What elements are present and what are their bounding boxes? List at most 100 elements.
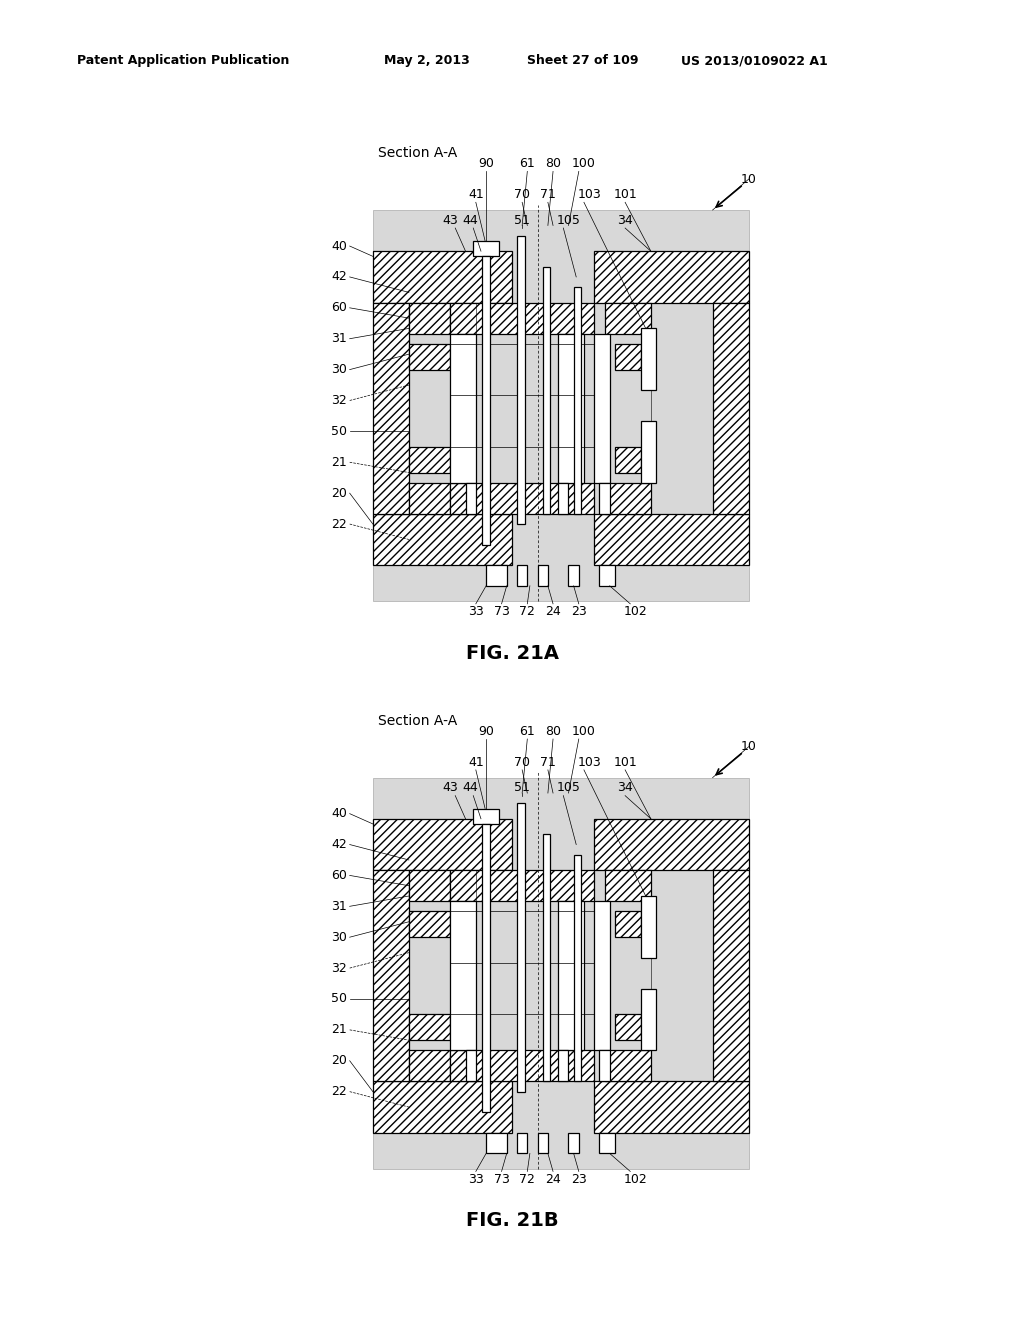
Bar (451, 870, 594, 902)
Text: 31: 31 (332, 333, 347, 346)
Bar (409, 345, 451, 370)
Bar (517, 804, 524, 1092)
Bar (517, 236, 524, 524)
Bar (614, 911, 641, 937)
Bar (604, 1051, 651, 1081)
Bar (451, 334, 476, 483)
Text: 70: 70 (514, 187, 530, 201)
Text: 40: 40 (331, 239, 347, 252)
Bar (604, 870, 651, 902)
Bar (451, 870, 594, 902)
Bar (594, 513, 749, 565)
Bar (594, 818, 749, 870)
Bar (568, 1133, 579, 1154)
Bar (604, 302, 651, 334)
Text: May 2, 2013: May 2, 2013 (384, 54, 470, 67)
Text: 105: 105 (557, 781, 581, 795)
Bar (594, 334, 609, 483)
Bar (409, 870, 451, 902)
Bar (599, 1133, 614, 1154)
Bar (373, 302, 409, 513)
Text: 21: 21 (332, 455, 347, 469)
Text: 41: 41 (468, 755, 483, 768)
Text: 22: 22 (332, 1085, 347, 1098)
Bar (614, 1014, 641, 1040)
Bar (599, 483, 609, 513)
Text: 61: 61 (519, 157, 536, 170)
Text: 31: 31 (332, 900, 347, 913)
Bar (409, 446, 451, 473)
Bar (599, 1051, 609, 1081)
Bar (482, 256, 490, 545)
Bar (373, 1081, 512, 1133)
Text: 24: 24 (545, 605, 561, 618)
Bar (594, 513, 749, 565)
Bar (451, 1051, 594, 1081)
Text: 10: 10 (740, 741, 757, 754)
Text: 50: 50 (331, 425, 347, 438)
Bar (373, 251, 512, 302)
Bar (517, 1133, 527, 1154)
Text: 80: 80 (545, 157, 561, 170)
Bar (713, 302, 749, 513)
Text: 42: 42 (332, 838, 347, 851)
Text: 23: 23 (571, 605, 587, 618)
Text: 30: 30 (331, 363, 347, 376)
Bar (451, 902, 476, 1051)
Bar (409, 302, 451, 334)
Bar (614, 345, 641, 370)
Bar (604, 1051, 651, 1081)
Text: 51: 51 (514, 781, 530, 795)
Bar (486, 1133, 507, 1154)
Text: 73: 73 (494, 1172, 510, 1185)
Text: FIG. 21A: FIG. 21A (466, 644, 558, 663)
Text: 73: 73 (494, 605, 510, 618)
Bar (558, 1051, 568, 1081)
Bar (594, 1081, 749, 1133)
Bar (713, 302, 749, 513)
Bar (594, 251, 749, 302)
Text: 102: 102 (624, 1172, 647, 1185)
Text: 80: 80 (545, 725, 561, 738)
Text: FIG. 21B: FIG. 21B (466, 1212, 558, 1230)
Text: 72: 72 (519, 605, 536, 618)
Bar (538, 565, 548, 586)
Bar (451, 483, 594, 513)
Text: 50: 50 (331, 993, 347, 1006)
Bar (558, 334, 584, 483)
Text: 100: 100 (572, 725, 596, 738)
Text: 61: 61 (519, 725, 536, 738)
Text: 43: 43 (442, 214, 458, 227)
Text: 60: 60 (331, 869, 347, 882)
Bar (641, 989, 656, 1051)
Text: 71: 71 (540, 755, 556, 768)
Text: 40: 40 (331, 807, 347, 820)
Text: 10: 10 (740, 173, 757, 186)
Bar (373, 251, 512, 302)
Bar (473, 808, 499, 824)
Text: 100: 100 (572, 157, 596, 170)
Bar (409, 345, 451, 370)
Bar (409, 911, 451, 937)
Text: 22: 22 (332, 517, 347, 531)
Bar (451, 1051, 594, 1081)
Bar (451, 302, 594, 334)
Bar (594, 902, 609, 1051)
Text: 44: 44 (463, 781, 478, 795)
Text: 33: 33 (468, 605, 483, 618)
Bar (486, 565, 507, 586)
Bar (543, 267, 551, 513)
Bar (594, 818, 749, 870)
Text: 24: 24 (545, 1172, 561, 1185)
Bar (614, 446, 641, 473)
Text: 32: 32 (332, 961, 347, 974)
Text: 101: 101 (613, 755, 637, 768)
Text: 44: 44 (463, 214, 478, 227)
Bar (373, 1081, 512, 1133)
Bar (409, 446, 451, 473)
Bar (409, 911, 451, 937)
Text: 33: 33 (468, 1172, 483, 1185)
Text: 21: 21 (332, 1023, 347, 1036)
Bar (604, 870, 651, 902)
Bar (409, 1051, 451, 1081)
